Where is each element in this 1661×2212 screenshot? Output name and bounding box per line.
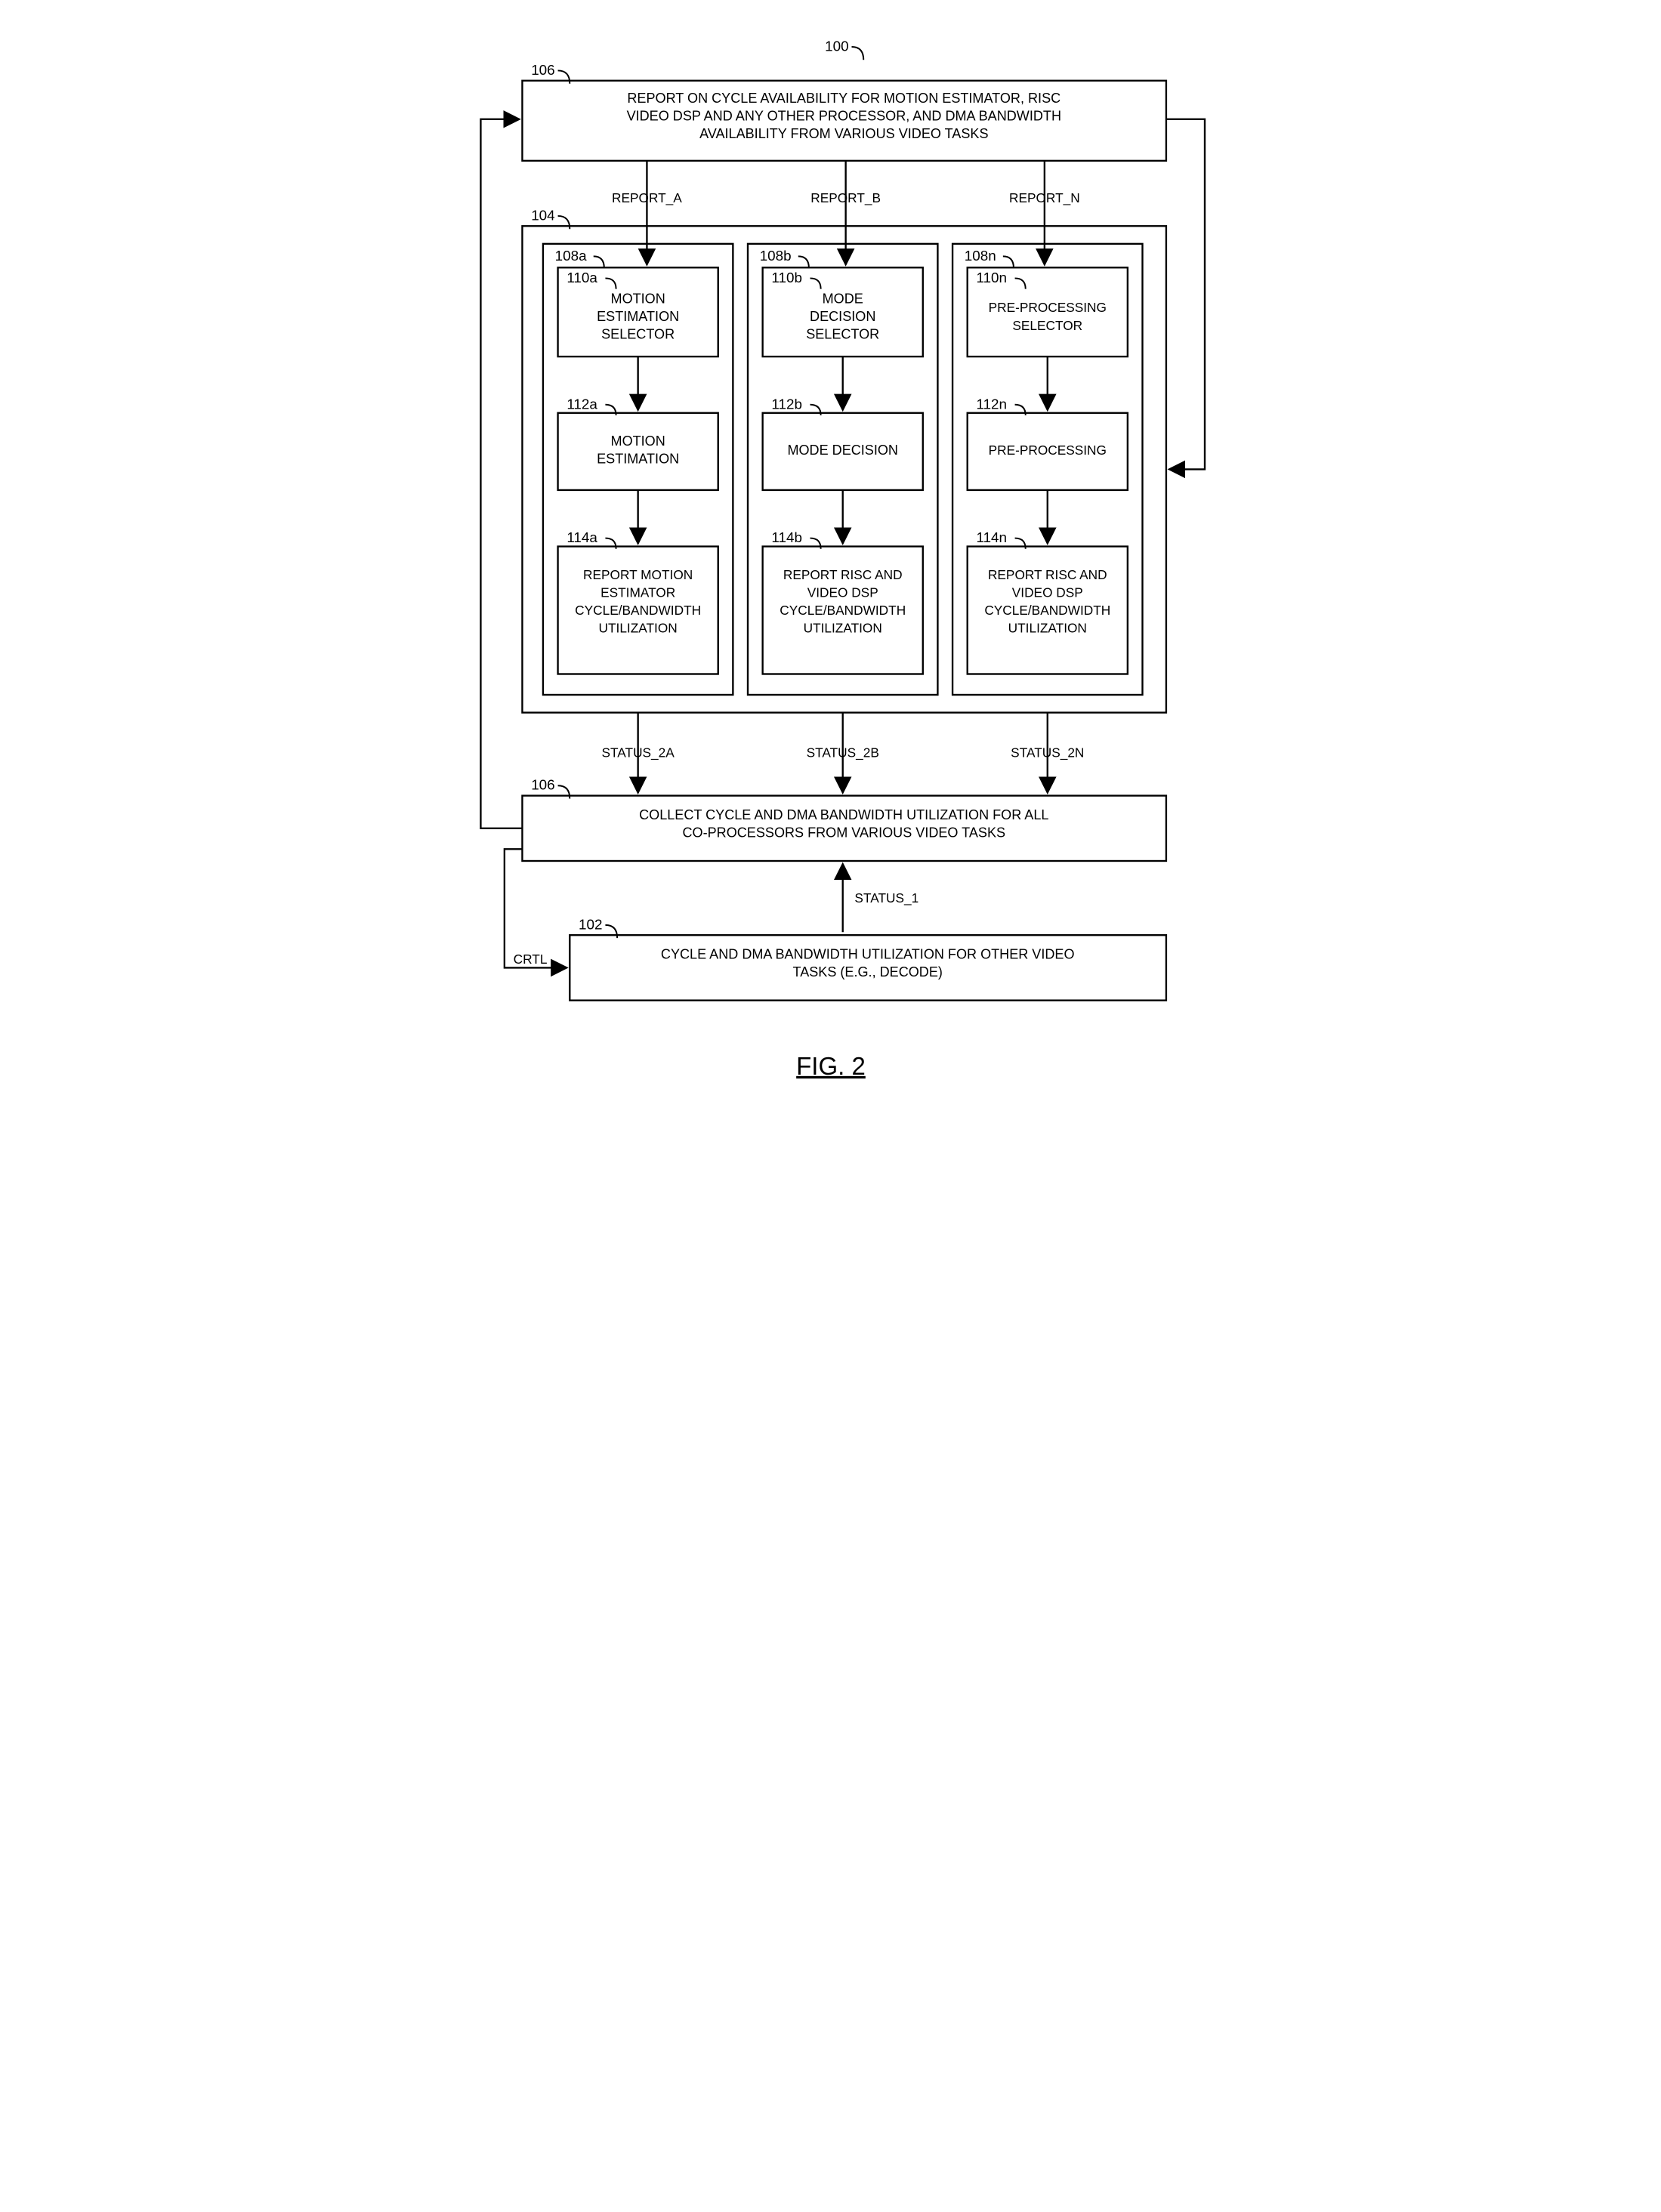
- t114b-4: UTILIZATION: [803, 620, 881, 635]
- ref-100: 100: [825, 38, 848, 54]
- t110b-3: SELECTOR: [806, 327, 879, 342]
- diagram: 100 106 REPORT ON CYCLE AVAILABILITY FOR…: [415, 30, 1246, 1134]
- figure-caption: FIG. 2: [796, 1052, 866, 1080]
- ref-112b: 112b: [771, 396, 802, 412]
- ref-110b: 110b: [771, 270, 802, 285]
- ref-112a: 112a: [567, 396, 597, 412]
- t110n-2: SELECTOR: [1012, 318, 1082, 333]
- t110b-2: DECISION: [810, 309, 875, 324]
- ref-114n: 114n: [976, 529, 1007, 545]
- t114a-3: CYCLE/BANDWIDTH: [575, 603, 701, 618]
- ref-112n: 112n: [976, 396, 1007, 412]
- t112b-1: MODE DECISION: [787, 443, 898, 458]
- t114n-2: VIDEO DSP: [1011, 585, 1082, 600]
- t112n-1: PRE-PROCESSING: [988, 443, 1106, 458]
- ref-110n: 110n: [976, 270, 1007, 285]
- ref-108n: 108n: [964, 248, 996, 264]
- t114b-3: CYCLE/BANDWIDTH: [780, 603, 906, 618]
- label-report-n: REPORT_N: [1008, 190, 1079, 205]
- ref-104: 104: [531, 207, 554, 223]
- ref-114b: 114b: [771, 529, 802, 545]
- ref-106-bot: 106: [531, 777, 554, 793]
- label-status-2n: STATUS_2N: [1011, 745, 1084, 760]
- t110a-3: SELECTOR: [601, 327, 675, 342]
- t110a-2: ESTIMATION: [597, 309, 679, 324]
- box106bot-l1: COLLECT CYCLE AND DMA BANDWIDTH UTILIZAT…: [639, 807, 1048, 822]
- t112a-1: MOTION: [610, 433, 665, 449]
- ref-110a: 110a: [567, 270, 597, 285]
- ctrl-arrow: [504, 849, 566, 967]
- box102-l2: TASKS (E.G., DECODE): [792, 964, 942, 980]
- t110b-1: MODE: [822, 291, 863, 306]
- ref-106-top: 106: [531, 62, 554, 78]
- t114n-1: REPORT RISC AND: [987, 567, 1107, 582]
- ref-108a: 108a: [554, 248, 586, 264]
- t114a-1: REPORT MOTION: [583, 567, 693, 582]
- feedback-left: [480, 119, 522, 828]
- t114b-2: VIDEO DSP: [807, 585, 878, 600]
- t110a-1: MOTION: [610, 291, 665, 306]
- label-crtl: CRTL: [513, 952, 547, 967]
- t110n-1: PRE-PROCESSING: [988, 300, 1106, 315]
- label-report-b: REPORT_B: [810, 190, 881, 205]
- t114a-2: ESTIMATOR: [600, 585, 675, 600]
- label-status-2a: STATUS_2A: [601, 745, 675, 760]
- ref-108b: 108b: [759, 248, 791, 264]
- t112a-2: ESTIMATION: [597, 452, 679, 467]
- t114a-4: UTILIZATION: [598, 620, 677, 635]
- ref-114a: 114a: [567, 529, 597, 545]
- box106top-l2: VIDEO DSP AND ANY OTHER PROCESSOR, AND D…: [626, 108, 1061, 123]
- t114n-3: CYCLE/BANDWIDTH: [984, 603, 1110, 618]
- t114n-4: UTILIZATION: [1008, 620, 1086, 635]
- box106bot-l2: CO-PROCESSORS FROM VARIOUS VIDEO TASKS: [682, 825, 1005, 841]
- box106top-l1: REPORT ON CYCLE AVAILABILITY FOR MOTION …: [627, 91, 1061, 106]
- box102-l1: CYCLE AND DMA BANDWIDTH UTILIZATION FOR …: [660, 947, 1074, 962]
- t114b-1: REPORT RISC AND: [783, 567, 902, 582]
- label-report-a: REPORT_A: [612, 190, 682, 205]
- ref-102: 102: [579, 916, 602, 932]
- feedback-right: [1165, 119, 1204, 470]
- label-status-1: STATUS_1: [854, 890, 918, 905]
- box106top-l3: AVAILABILITY FROM VARIOUS VIDEO TASKS: [699, 126, 988, 141]
- label-status-2b: STATUS_2B: [806, 745, 878, 760]
